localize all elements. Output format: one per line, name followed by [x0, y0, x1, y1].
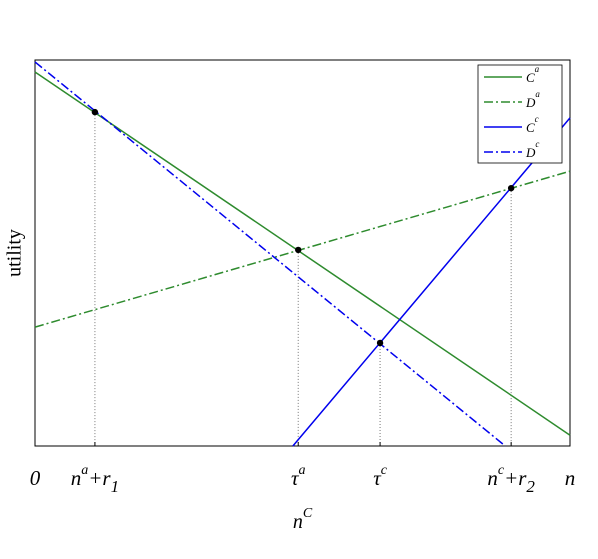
- series-line: [34, 71, 571, 436]
- legend-box: [477, 64, 563, 164]
- x-tick-label-base: τ: [373, 466, 382, 490]
- x-tick-label-sup: c: [498, 463, 505, 478]
- x-axis-label-base: n: [293, 511, 303, 533]
- x-tick-label-sub: 1: [111, 477, 120, 496]
- x-tick-label-base: n: [487, 466, 498, 490]
- x-tick-label-sub: 2: [526, 477, 535, 496]
- x-tick-label: τc: [373, 463, 388, 490]
- series-line: [34, 170, 571, 328]
- x-tick-label-sup: a: [298, 463, 305, 478]
- intersection-point: [295, 246, 302, 254]
- x-tick-label-sup: c: [381, 463, 388, 478]
- intersection-point: [507, 184, 515, 192]
- series-line: [292, 117, 571, 447]
- legend-label-sup: a: [535, 64, 540, 74]
- legend-label-base: D: [525, 145, 536, 160]
- legend-label: Dc: [525, 139, 539, 160]
- x-axis-label-sup: C: [303, 506, 313, 521]
- x-tick-label-base: τ: [291, 466, 300, 490]
- x-tick-label: n: [565, 466, 576, 490]
- intersection-point: [376, 339, 384, 347]
- legend-label-sup: a: [535, 89, 540, 99]
- x-tick-label: nc+r2: [487, 463, 535, 496]
- legend-label-sup: c: [535, 114, 539, 124]
- x-tick-label-sup: a: [81, 463, 88, 478]
- x-tick-label-rest: +r: [504, 466, 527, 490]
- x-tick-label: τa: [291, 463, 306, 490]
- series-line: [34, 61, 506, 447]
- legend-label: Cc: [526, 114, 539, 135]
- legend-label-sup: c: [535, 139, 539, 149]
- x-tick-label: na+r1: [71, 463, 119, 496]
- y-axis-label: utility: [4, 229, 26, 277]
- legend-label: Ca: [526, 64, 540, 85]
- x-tick-label-base: n: [71, 466, 82, 490]
- legend-label-base: D: [525, 95, 536, 110]
- intersection-point: [91, 108, 99, 116]
- x-tick-label-rest: +r: [88, 466, 111, 490]
- legend-label-base: C: [526, 70, 535, 85]
- x-axis-label: nC: [293, 506, 313, 532]
- legend-label: Da: [525, 89, 540, 110]
- legend-label-base: C: [526, 120, 535, 135]
- x-tick-label: 0: [30, 466, 41, 490]
- plot-frame: [34, 59, 571, 447]
